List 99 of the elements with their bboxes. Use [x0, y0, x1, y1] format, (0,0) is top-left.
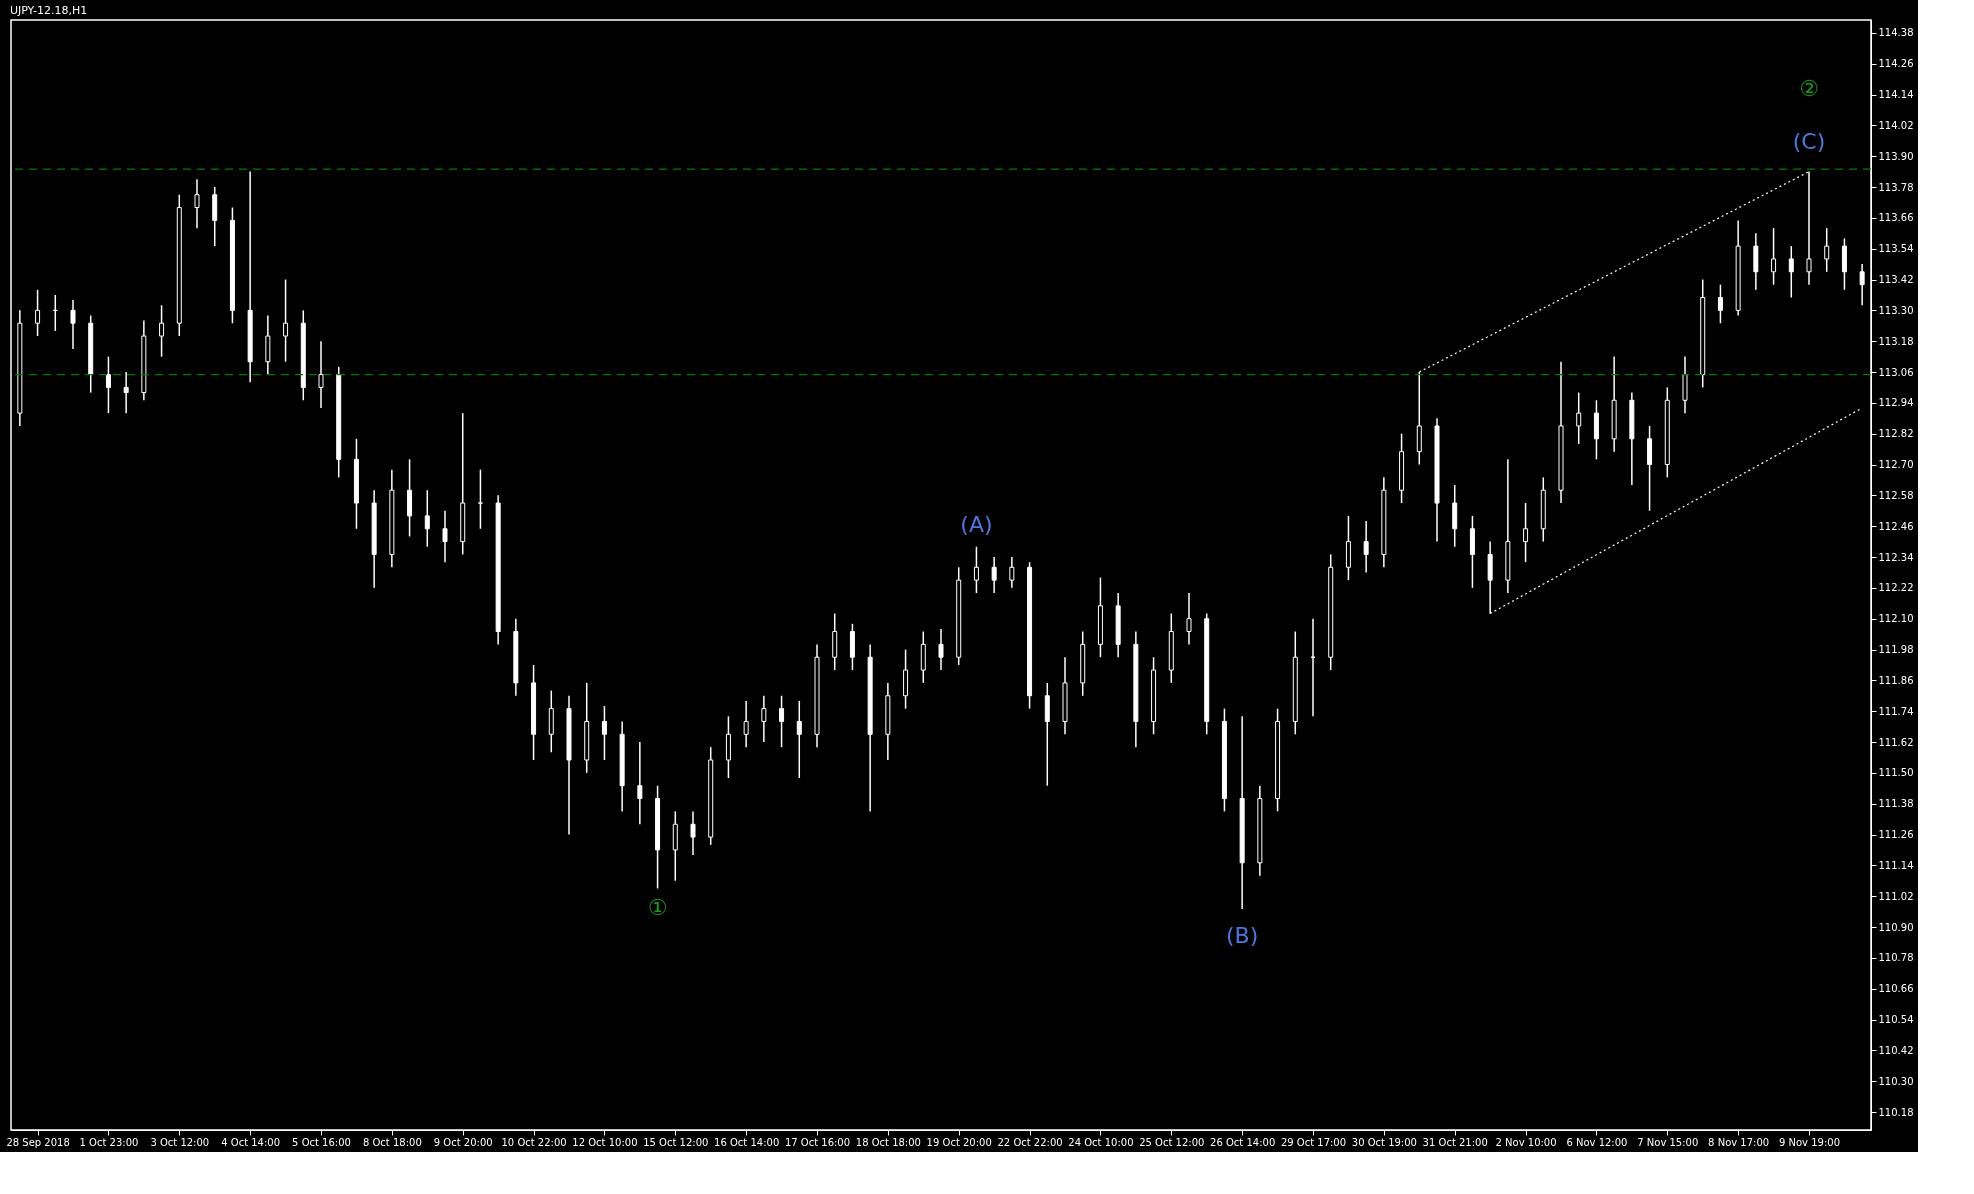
- candlestick: [973, 545, 979, 594]
- x-tick-label: 15 Oct 12:00: [643, 1136, 709, 1148]
- x-tick-label: 6 Nov 12:00: [1566, 1136, 1628, 1148]
- x-tick-label: 18 Oct 18:00: [855, 1136, 921, 1148]
- annotation: (C): [1792, 129, 1826, 155]
- candlestick: [1009, 556, 1015, 589]
- y-tick-label: 112.46: [1878, 520, 1914, 532]
- x-tick-label: 31 Oct 21:00: [1422, 1136, 1488, 1148]
- candlestick: [1523, 502, 1529, 563]
- x-tick-label: 9 Nov 19:00: [1778, 1136, 1841, 1148]
- x-tick-label: 7 Nov 15:00: [1637, 1136, 1699, 1148]
- y-tick-label: 111.74: [1878, 705, 1914, 717]
- candlestick: [1717, 283, 1723, 324]
- x-tick-label: 12 Oct 10:00: [572, 1136, 638, 1148]
- candlestick: [690, 810, 696, 856]
- y-tick-label: 110.78: [1878, 952, 1914, 964]
- y-tick-label: 112.34: [1878, 551, 1914, 563]
- candlestick: [123, 371, 129, 414]
- y-tick-label: 110.90: [1878, 921, 1914, 933]
- x-tick-label: 28 Sep 2018: [6, 1136, 70, 1148]
- candlestick: [35, 289, 41, 337]
- x-tick-label: 25 Oct 12:00: [1139, 1136, 1205, 1148]
- y-tick-label: 110.66: [1878, 983, 1914, 995]
- x-tick-label: 1 Oct 23:00: [79, 1136, 139, 1148]
- y-tick-label: 112.10: [1878, 613, 1914, 625]
- annotation: (B): [1226, 922, 1259, 948]
- x-tick-label: 22 Oct 22:00: [997, 1136, 1063, 1148]
- candlestick: [424, 489, 430, 548]
- y-tick-label: 111.26: [1878, 829, 1914, 841]
- x-tick-label: 16 Oct 14:00: [714, 1136, 780, 1148]
- candlestick: [796, 700, 802, 779]
- y-tick-label: 113.90: [1878, 150, 1914, 162]
- y-tick-label: 111.38: [1878, 798, 1914, 810]
- x-tick-label: 9 Oct 20:00: [433, 1136, 493, 1148]
- y-tick-label: 111.14: [1878, 859, 1914, 871]
- x-tick-label: 30 Oct 19:00: [1351, 1136, 1417, 1148]
- x-tick-label: 29 Oct 17:00: [1280, 1136, 1347, 1148]
- chart-title: UJPY-12.18,H1: [9, 4, 88, 17]
- candlestick: [1771, 227, 1777, 286]
- candlestick: [1576, 391, 1582, 445]
- candlestick: [318, 340, 324, 409]
- y-tick-label: 113.18: [1878, 335, 1914, 347]
- y-tick-label: 112.82: [1878, 428, 1914, 440]
- y-tick-label: 113.78: [1878, 181, 1914, 193]
- y-tick-label: 110.54: [1878, 1014, 1914, 1026]
- y-tick-label: 113.30: [1878, 304, 1914, 316]
- x-tick-label: 8 Oct 18:00: [362, 1136, 422, 1148]
- candlestick: [761, 695, 767, 743]
- y-tick-label: 111.98: [1878, 644, 1914, 656]
- y-tick-label: 114.02: [1878, 119, 1914, 131]
- y-tick-label: 112.94: [1878, 397, 1914, 409]
- x-tick-label: 3 Oct 12:00: [150, 1136, 210, 1148]
- candlestick: [477, 468, 483, 530]
- y-tick-label: 111.50: [1878, 767, 1914, 779]
- x-tick-label: 26 Oct 14:00: [1210, 1136, 1276, 1148]
- candlestick: [194, 178, 200, 229]
- y-tick-label: 110.18: [1878, 1106, 1914, 1118]
- y-tick-label: 113.42: [1878, 274, 1914, 286]
- x-tick-label: 10 Oct 22:00: [501, 1136, 567, 1148]
- y-tick-label: 110.30: [1878, 1075, 1914, 1087]
- candlestick: [105, 355, 111, 414]
- x-tick-label: 24 Oct 10:00: [1068, 1136, 1134, 1148]
- candlestick: [991, 556, 997, 594]
- candlestick: [1186, 592, 1192, 646]
- candlestick: [70, 299, 76, 350]
- x-tick-label: 2 Nov 10:00: [1495, 1136, 1557, 1148]
- x-tick-label: 5 Oct 16:00: [292, 1136, 351, 1148]
- annotation: ①: [647, 895, 668, 920]
- candlestick: [779, 695, 785, 748]
- x-tick-label: 4 Oct 14:00: [221, 1136, 281, 1148]
- y-tick-label: 111.86: [1878, 674, 1914, 686]
- candlestick: [938, 628, 944, 671]
- candlestick: [637, 741, 643, 825]
- y-tick-label: 112.22: [1878, 582, 1914, 594]
- y-tick-label: 111.62: [1878, 736, 1914, 748]
- candlestick: [1363, 520, 1369, 574]
- y-tick-label: 114.38: [1878, 27, 1914, 39]
- y-tick-label: 112.58: [1878, 489, 1914, 501]
- candlestick: [159, 304, 165, 358]
- y-tick-label: 113.54: [1878, 243, 1914, 255]
- annotation: ②: [1799, 75, 1819, 101]
- y-tick-label: 114.26: [1878, 58, 1914, 70]
- annotation: (A): [960, 512, 993, 538]
- candlestick: [601, 705, 607, 761]
- candlestick: [743, 700, 749, 748]
- candlestick: [1788, 245, 1794, 299]
- x-tick-label: 17 Oct 16:00: [784, 1136, 851, 1148]
- x-tick-label: 8 Nov 17:00: [1708, 1136, 1770, 1148]
- y-tick-label: 110.42: [1878, 1044, 1914, 1056]
- y-tick-label: 114.14: [1878, 89, 1914, 101]
- y-tick-label: 112.70: [1878, 459, 1914, 471]
- candlestick: [1859, 263, 1865, 306]
- x-tick-label: 19 Oct 20:00: [926, 1136, 992, 1148]
- y-tick-label: 113.66: [1878, 212, 1914, 224]
- candlestick: [442, 510, 448, 563]
- y-tick-label: 111.02: [1878, 890, 1914, 902]
- y-tick-label: 113.06: [1878, 366, 1914, 378]
- candlestick: [1824, 227, 1830, 273]
- candlestick: [283, 278, 289, 363]
